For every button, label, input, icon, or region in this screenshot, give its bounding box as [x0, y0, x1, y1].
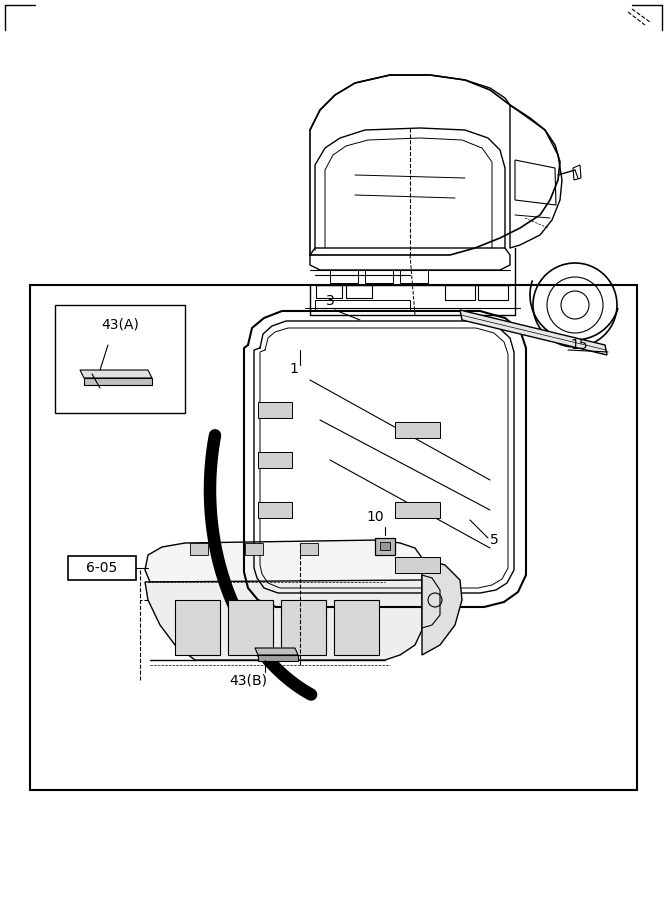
Polygon shape	[145, 540, 422, 582]
Polygon shape	[80, 370, 152, 378]
Bar	[30, 285, 637, 790]
Polygon shape	[258, 655, 298, 661]
Text: 10: 10	[366, 510, 384, 524]
Text: 43(A): 43(A)	[101, 318, 139, 332]
Polygon shape	[395, 422, 440, 438]
Text: 1: 1	[289, 362, 298, 376]
Polygon shape	[422, 558, 462, 655]
Polygon shape	[145, 580, 422, 660]
Polygon shape	[300, 543, 318, 555]
Polygon shape	[255, 648, 298, 655]
Polygon shape	[175, 600, 220, 655]
Polygon shape	[281, 600, 326, 655]
Text: 43(B): 43(B)	[229, 673, 267, 687]
Polygon shape	[258, 402, 292, 418]
Polygon shape	[84, 378, 152, 385]
Polygon shape	[375, 538, 395, 555]
Polygon shape	[258, 502, 292, 518]
Bar	[68, 556, 136, 580]
Polygon shape	[190, 543, 208, 555]
Text: 5: 5	[490, 533, 499, 547]
Polygon shape	[258, 452, 292, 468]
Polygon shape	[334, 600, 379, 655]
Text: 6-05: 6-05	[86, 561, 117, 575]
Polygon shape	[245, 543, 263, 555]
Polygon shape	[395, 502, 440, 518]
Polygon shape	[228, 600, 273, 655]
Bar	[55, 305, 185, 413]
Polygon shape	[380, 542, 390, 550]
Polygon shape	[460, 310, 607, 355]
Text: 15: 15	[570, 338, 588, 352]
Polygon shape	[395, 557, 440, 573]
Text: 3: 3	[325, 294, 334, 308]
